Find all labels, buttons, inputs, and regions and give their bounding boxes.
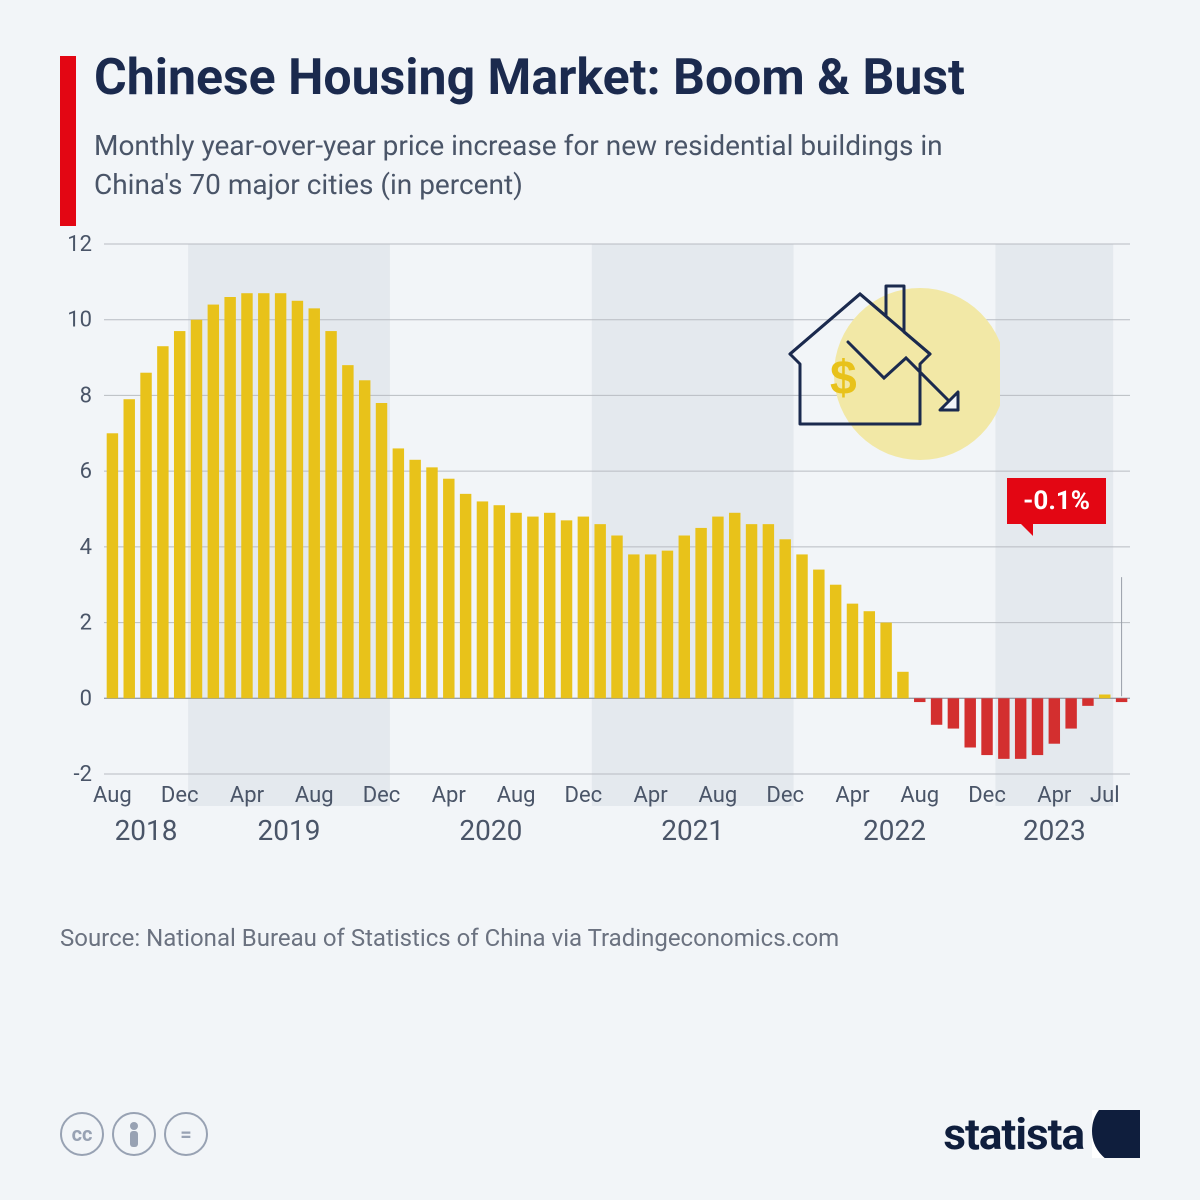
svg-text:Dec: Dec <box>565 783 603 808</box>
attribution-icon <box>112 1112 156 1156</box>
svg-text:6: 6 <box>80 459 92 484</box>
svg-text:2023: 2023 <box>1023 814 1086 847</box>
svg-text:Dec: Dec <box>766 783 804 808</box>
svg-text:Aug: Aug <box>699 783 738 808</box>
svg-text:2019: 2019 <box>258 814 321 847</box>
svg-text:Aug: Aug <box>295 783 334 808</box>
cc-icon: cc <box>60 1112 104 1156</box>
svg-text:12: 12 <box>67 234 92 257</box>
svg-text:$: $ <box>830 352 857 405</box>
house-decline-icon: $ <box>760 264 1000 464</box>
svg-text:0: 0 <box>80 686 92 711</box>
chart-title: Chinese Housing Market: Boom & Bust <box>94 50 1140 108</box>
chart-area: -2 0 2 4 6 8 10 12 Aug Dec Apr Aug Dec Apr Aug Dec Apr Au… <box>60 234 1140 874</box>
svg-text:Dec: Dec <box>363 783 401 808</box>
callout-badge: -0.1% <box>1007 478 1106 524</box>
source-text: Source: National Bureau of Statistics of… <box>60 924 1140 952</box>
statista-logo: statista <box>943 1108 1140 1160</box>
footer: cc = statista <box>60 1108 1140 1160</box>
svg-text:Jul: Jul <box>1090 783 1120 808</box>
svg-text:4: 4 <box>80 535 92 560</box>
svg-text:Dec: Dec <box>968 783 1006 808</box>
license-icons: cc = <box>60 1112 208 1156</box>
svg-text:Aug: Aug <box>900 783 939 808</box>
logo-text: statista <box>943 1108 1084 1160</box>
svg-text:Apr: Apr <box>1037 783 1072 808</box>
svg-text:10: 10 <box>67 308 92 333</box>
svg-text:2022: 2022 <box>863 814 926 847</box>
nd-icon: = <box>164 1112 208 1156</box>
svg-text:Dec: Dec <box>161 783 199 808</box>
svg-text:Apr: Apr <box>835 783 870 808</box>
svg-text:-2: -2 <box>74 762 92 787</box>
logo-mark-icon <box>1092 1110 1140 1158</box>
svg-text:Apr: Apr <box>634 783 669 808</box>
callout-value: -0.1% <box>1023 486 1090 516</box>
svg-text:2020: 2020 <box>459 814 522 847</box>
svg-text:Aug: Aug <box>497 783 536 808</box>
svg-text:2021: 2021 <box>661 814 724 847</box>
svg-text:Apr: Apr <box>432 783 467 808</box>
svg-text:Apr: Apr <box>230 783 265 808</box>
svg-text:2018: 2018 <box>115 814 178 847</box>
svg-text:Aug: Aug <box>93 783 132 808</box>
accent-bar <box>60 56 76 226</box>
svg-text:8: 8 <box>80 383 92 408</box>
svg-text:2: 2 <box>80 610 92 635</box>
chart-subtitle: Monthly year-over-year price increase fo… <box>94 126 994 204</box>
header: Chinese Housing Market: Boom & Bust Mont… <box>60 50 1140 204</box>
